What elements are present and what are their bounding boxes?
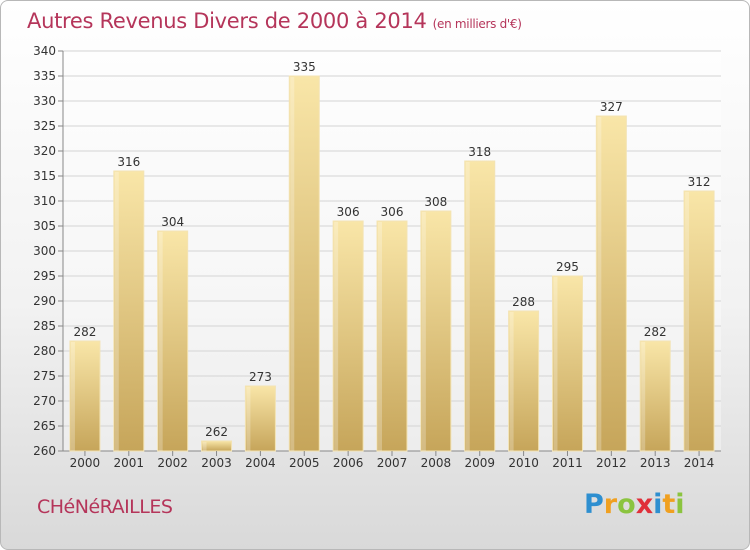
y-tick-label: 285 (33, 319, 56, 333)
data-labels: 282 316 304 262 273 335 306 306 308 318 288 295 327 2… (73, 60, 710, 439)
logo-letter: t (662, 489, 676, 520)
bar-highlight (334, 222, 339, 451)
logo-letter: x (635, 489, 654, 520)
x-tick-label: 2001 (114, 456, 145, 470)
bar (288, 75, 320, 452)
y-tick-label: 295 (33, 269, 56, 283)
x-tick-label: 2000 (70, 456, 101, 470)
bar (595, 115, 627, 452)
town-name: CHéNéRAILLES (37, 496, 173, 518)
chart-title-text: Autres Revenus Divers de 2000 à 2014 (27, 9, 427, 33)
x-tick-label: 2012 (596, 456, 627, 470)
bar (464, 160, 496, 452)
x-tick-label: 2008 (421, 456, 452, 470)
bar-highlight (114, 172, 119, 451)
y-tick-label: 260 (33, 444, 56, 458)
bar (69, 340, 101, 452)
x-tick-label: 2009 (464, 456, 495, 470)
bar (376, 220, 408, 452)
x-tick-label: 2002 (157, 456, 188, 470)
logo-letter: i (675, 489, 685, 520)
data-label: 262 (205, 425, 228, 439)
bars (69, 75, 715, 452)
y-tick-label: 275 (33, 369, 56, 383)
data-label: 308 (424, 195, 447, 209)
bar-highlight (378, 222, 382, 451)
y-tick-label: 280 (33, 344, 56, 358)
data-label: 306 (381, 205, 404, 219)
bar-highlight (465, 162, 470, 451)
x-tick-label: 2010 (508, 456, 539, 470)
x-tick-label: 2011 (552, 456, 583, 470)
data-label: 318 (468, 145, 491, 159)
logo-letter: P (584, 489, 604, 520)
bar (551, 275, 583, 452)
y-tick-label: 325 (33, 119, 56, 133)
x-tick-label: 2007 (377, 456, 408, 470)
bar (332, 220, 364, 452)
x-tick-label: 2014 (684, 456, 715, 470)
bar-highlight (597, 117, 602, 451)
data-label: 288 (512, 295, 535, 309)
y-tick-label: 340 (33, 44, 56, 58)
logo-letter: i (653, 489, 663, 520)
bar (157, 230, 189, 452)
x-axis: 2000 2001 2002 2003 2004 2005 2006 2007 2008 2009… (70, 451, 715, 470)
chart-title-unit: (en milliers d'€) (432, 17, 522, 31)
data-label: 306 (337, 205, 360, 219)
x-tick-label: 2003 (201, 456, 232, 470)
bar-highlight (70, 342, 75, 451)
data-label: 282 (73, 325, 96, 339)
y-tick-label: 335 (33, 69, 56, 83)
y-axis: 260 265 270 275 280 285 290 295 300 305 310 315 320 3… (33, 44, 56, 458)
y-tick-label: 305 (33, 219, 56, 233)
x-tick-label: 2013 (640, 456, 671, 470)
y-tick-label: 310 (33, 194, 56, 208)
data-label: 273 (249, 370, 272, 384)
y-tick-label: 315 (33, 169, 56, 183)
bar-highlight (421, 212, 426, 451)
data-label: 327 (600, 100, 623, 114)
logo-letter: r (603, 489, 618, 520)
data-label: 312 (688, 175, 711, 189)
data-label: 316 (117, 155, 140, 169)
bar (420, 210, 452, 452)
y-tick-label: 290 (33, 294, 56, 308)
y-tick-label: 320 (33, 144, 56, 158)
logo-letter: o (617, 489, 636, 520)
bar-highlight (553, 277, 558, 451)
x-tick-label: 2004 (245, 456, 276, 470)
bar (683, 190, 715, 452)
y-tick-label: 265 (33, 419, 56, 433)
data-label: 282 (644, 325, 667, 339)
data-label: 335 (293, 60, 316, 74)
bar (113, 170, 145, 452)
bar-highlight (641, 342, 646, 451)
y-tick-label: 300 (33, 244, 56, 258)
bar-highlight (685, 192, 690, 451)
bar (244, 385, 276, 452)
data-label: 304 (161, 215, 184, 229)
y-tick-label: 270 (33, 394, 56, 408)
bar-highlight (158, 232, 163, 451)
proxiti-logo: Proxiti (584, 489, 685, 520)
bar-highlight (202, 442, 207, 451)
bar (639, 340, 671, 452)
bar-highlight (246, 387, 251, 451)
y-tick-label: 330 (33, 94, 56, 108)
bar-highlight (290, 77, 295, 451)
chart-title: Autres Revenus Divers de 2000 à 2014 (en … (27, 9, 522, 33)
bar-highlight (509, 312, 514, 451)
x-tick-label: 2006 (333, 456, 364, 470)
data-label: 295 (556, 260, 579, 274)
x-tick-label: 2005 (289, 456, 320, 470)
